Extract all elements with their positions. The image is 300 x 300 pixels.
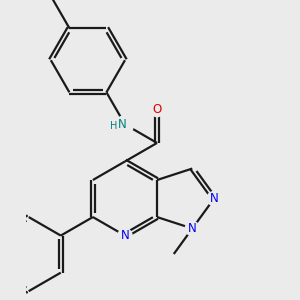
- Circle shape: [207, 191, 221, 206]
- Text: H: H: [110, 121, 117, 131]
- Text: N: N: [188, 222, 197, 235]
- Text: N: N: [210, 192, 218, 205]
- Circle shape: [185, 221, 200, 236]
- Circle shape: [150, 103, 164, 117]
- Text: N: N: [121, 229, 129, 242]
- Text: N: N: [118, 118, 127, 131]
- Circle shape: [118, 229, 132, 243]
- Text: O: O: [152, 103, 162, 116]
- Circle shape: [116, 116, 134, 133]
